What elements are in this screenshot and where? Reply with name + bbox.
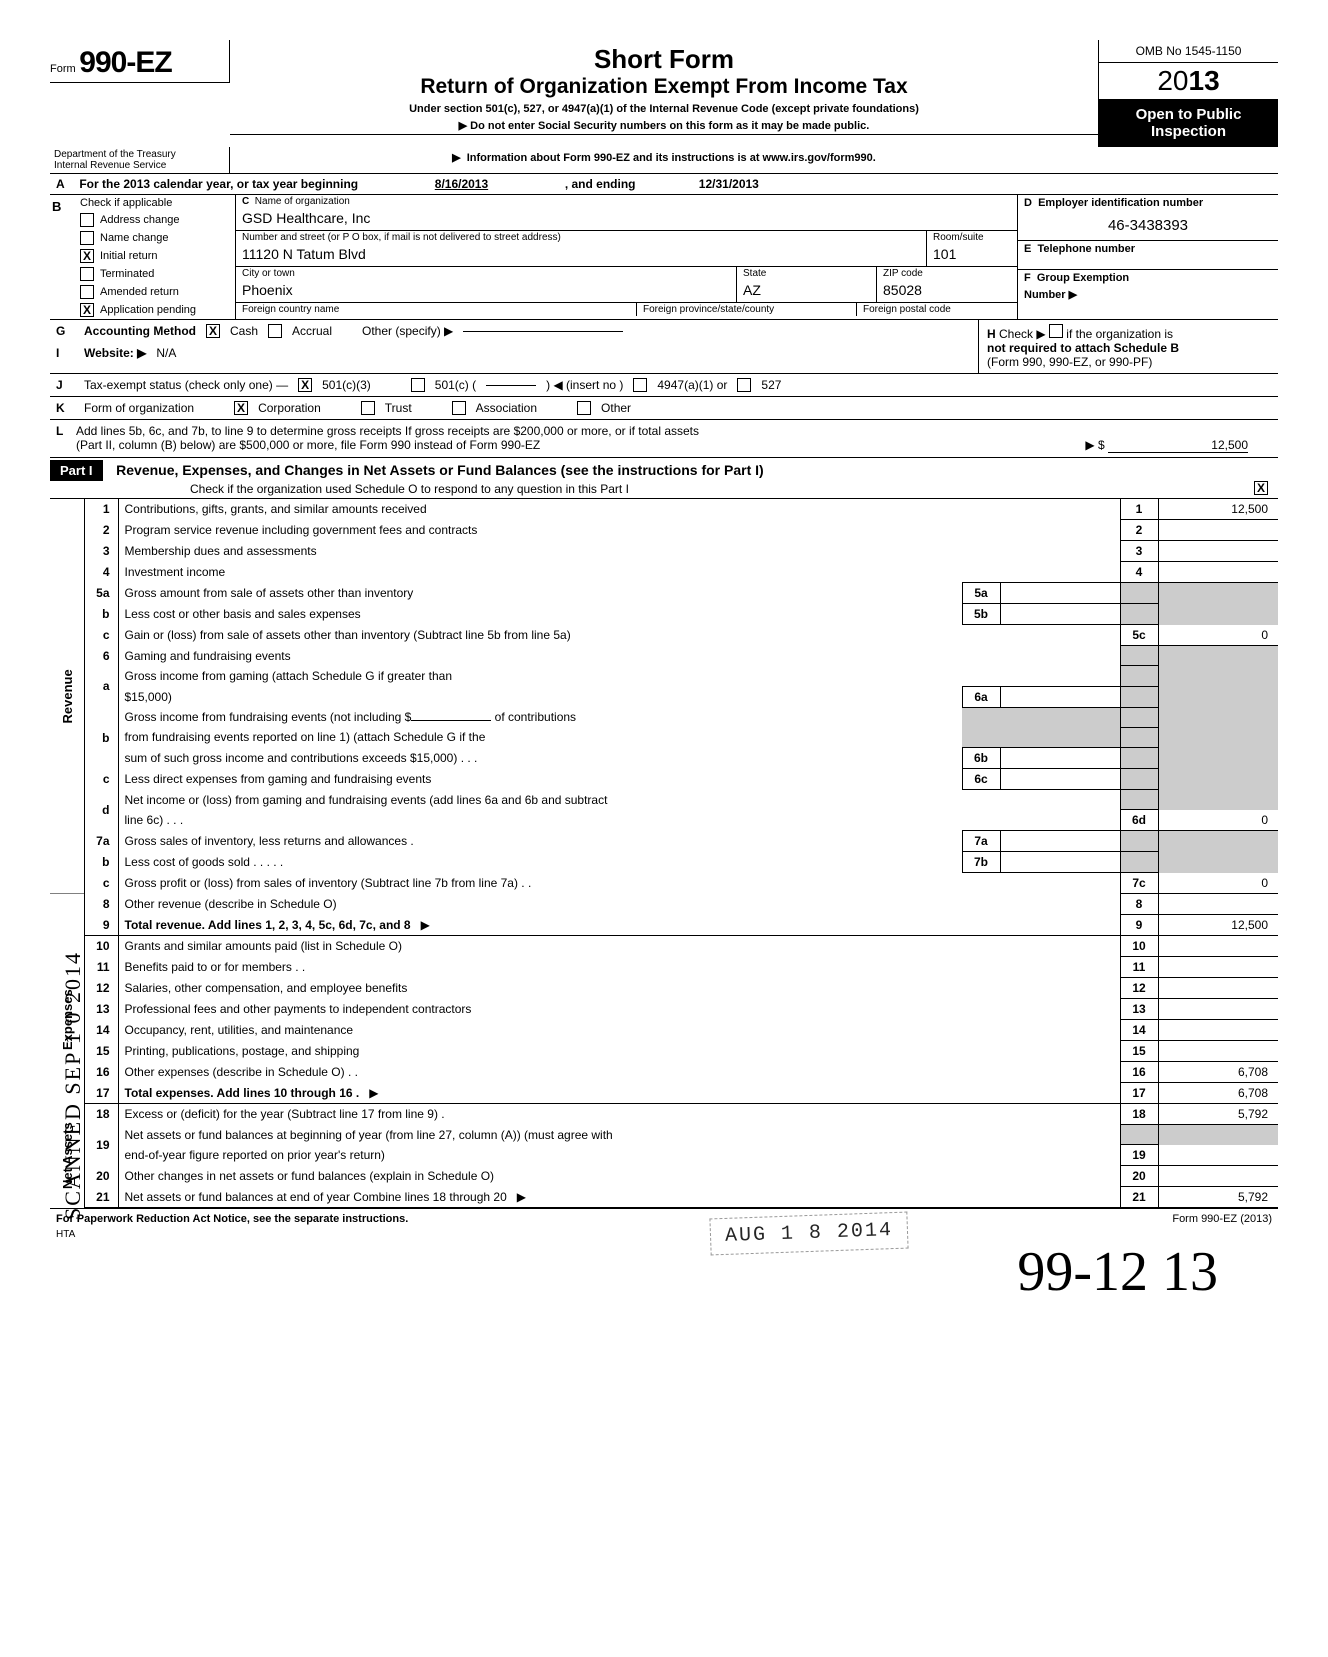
- date-stamp: AUG 1 8 2014: [709, 1212, 908, 1256]
- dept-box: Department of the Treasury Internal Reve…: [50, 147, 230, 174]
- chk-assoc[interactable]: [452, 401, 466, 415]
- state: AZ: [737, 280, 876, 302]
- chk-part1-schedo[interactable]: X: [1254, 481, 1268, 495]
- chk-cash[interactable]: X: [206, 324, 220, 338]
- chk-sched-b[interactable]: [1049, 324, 1063, 338]
- website: N/A: [156, 346, 176, 360]
- open-public: Open to Public Inspection: [1099, 100, 1278, 146]
- title-box: Short Form Return of Organization Exempt…: [230, 40, 1098, 135]
- lines-table: Revenue 1 Contributions, gifts, grants, …: [50, 499, 1278, 1208]
- chk-name-change[interactable]: Name change: [76, 229, 235, 247]
- part1-header: Part I Revenue, Expenses, and Changes in…: [50, 458, 1278, 499]
- chk-527[interactable]: [737, 378, 751, 392]
- line18-value: 5,792: [1158, 1104, 1278, 1125]
- form-number-box: Form 990-EZ: [50, 40, 230, 83]
- ein: 46-3438393: [1018, 211, 1278, 240]
- row-a: A For the 2013 calendar year, or tax yea…: [50, 174, 1278, 195]
- form-number: 990-EZ: [79, 46, 171, 79]
- room: 101: [927, 244, 1017, 266]
- line21-value: 5,792: [1158, 1187, 1278, 1208]
- gross-receipts: 12,500: [1108, 438, 1248, 453]
- chk-corp[interactable]: X: [234, 401, 248, 415]
- section-b-checks: Check if applicable Address change Name …: [76, 195, 236, 319]
- chk-initial-return[interactable]: XInitial return: [76, 247, 235, 265]
- chk-trust[interactable]: [361, 401, 375, 415]
- omb-number: OMB No 1545-1150: [1099, 40, 1278, 63]
- chk-accrual[interactable]: [268, 324, 282, 338]
- title-under-section: Under section 501(c), 527, or 4947(a)(1)…: [240, 103, 1088, 115]
- line1-value: 12,500: [1158, 499, 1278, 520]
- chk-address-change[interactable]: Address change: [76, 211, 235, 229]
- chk-501c[interactable]: [411, 378, 425, 392]
- form-word: Form: [50, 63, 76, 75]
- scanned-stamp: SCANNED SEP 1 0 2014: [60, 951, 86, 1220]
- title-sub: Return of Organization Exempt From Incom…: [240, 75, 1088, 99]
- line5c-value: 0: [1158, 625, 1278, 646]
- tax-year-end: 12/31/2013: [639, 177, 819, 191]
- tax-year: 20201313: [1099, 63, 1278, 100]
- line7c-value: 0: [1158, 873, 1278, 894]
- info-line: ▶ Information about Form 990-EZ and its …: [230, 147, 1098, 174]
- line16-value: 6,708: [1158, 1062, 1278, 1083]
- chk-4947[interactable]: [633, 378, 647, 392]
- footer: For Paperwork Reduction Act Notice, see …: [50, 1208, 1278, 1229]
- row-l: L Add lines 5b, 6c, and 7b, to line 9 to…: [50, 420, 1278, 458]
- city: Phoenix: [236, 280, 736, 302]
- label-b: B: [50, 195, 76, 319]
- chk-app-pending[interactable]: XApplication pending: [76, 301, 235, 319]
- chk-other-org[interactable]: [577, 401, 591, 415]
- section-def: D Employer identification number 46-3438…: [1018, 195, 1278, 319]
- sidelabel-revenue: Revenue: [50, 499, 84, 894]
- line17-value: 6,708: [1158, 1083, 1278, 1104]
- line6d-value: 0: [1158, 810, 1278, 831]
- section-c: C Name of organization GSD Healthcare, I…: [236, 195, 1018, 319]
- chk-501c3[interactable]: X: [298, 378, 312, 392]
- omb-box: OMB No 1545-1150 20201313 Open to Public…: [1098, 40, 1278, 147]
- tax-year-begin: 8/16/2013: [361, 177, 561, 191]
- chk-terminated[interactable]: Terminated: [76, 265, 235, 283]
- chk-amended[interactable]: Amended return: [76, 283, 235, 301]
- zip: 85028: [877, 280, 1017, 302]
- street: 11120 N Tatum Blvd: [236, 244, 926, 266]
- line9-value: 12,500: [1158, 915, 1278, 936]
- signature: 99-12 13: [50, 1240, 1278, 1304]
- title-main: Short Form: [240, 44, 1088, 75]
- telephone: [1018, 257, 1278, 269]
- org-name: GSD Healthcare, Inc: [236, 208, 1017, 230]
- title-ssn-warn: ▶ Do not enter Social Security numbers o…: [240, 119, 1088, 132]
- section-h: H Check ▶ if the organization is not req…: [978, 320, 1278, 373]
